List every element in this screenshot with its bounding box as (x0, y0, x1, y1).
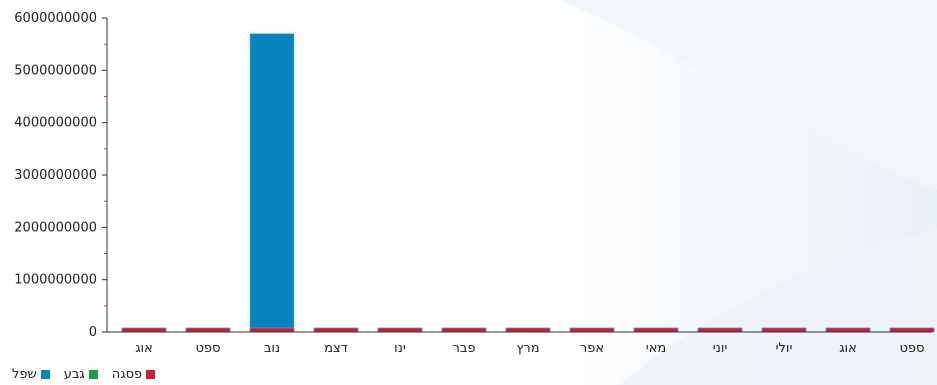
legend-label: פסגה (111, 366, 143, 382)
bar (185, 327, 231, 333)
x-tick-label: אוג (839, 341, 857, 356)
bar (249, 33, 295, 333)
legend-item-series-1[interactable]: גבע (64, 367, 98, 382)
legend: שפל גבע פסגה (12, 364, 156, 384)
bar (889, 327, 935, 333)
legend-label: גבע (63, 366, 85, 382)
bar (697, 327, 743, 333)
bar (121, 327, 167, 333)
y-tick-label: 1000000000 (14, 273, 97, 288)
bar (377, 327, 423, 333)
legend-swatch-blue (40, 369, 50, 379)
bar (249, 327, 295, 333)
bar (569, 327, 615, 333)
bar (633, 327, 679, 333)
x-tick-label: יולי (776, 341, 793, 356)
x-tick-label: אפר (580, 341, 604, 356)
x-tick-label: ספט (900, 341, 925, 356)
legend-label: שפל (12, 366, 37, 382)
x-tick-label: פבר (453, 341, 476, 356)
x-axis: אוג ספט נוב דצמ ינו פבר מרץ אפר מאי יוני יולי אוג ספ… (107, 331, 932, 356)
x-tick-label: אוג (135, 341, 153, 356)
x-tick-label: יוני (713, 341, 728, 356)
y-tick-label: 5000000000 (14, 63, 97, 78)
bar (313, 327, 359, 333)
y-tick-label: 4000000000 (14, 116, 97, 131)
legend-item-series-0[interactable]: שפל (12, 367, 50, 382)
bar (761, 327, 807, 333)
y-tick-label: 6000000000 (14, 11, 97, 26)
x-tick-label: נוב (264, 341, 280, 356)
y-tick-label: 2000000000 (14, 220, 97, 235)
legend-swatch-green (88, 369, 98, 379)
bar (505, 327, 551, 333)
x-tick-label: דצמ (324, 341, 348, 356)
y-axis: 0 1000000000 2000000000 3000000000 400000000… (14, 11, 108, 340)
legend-item-series-2[interactable]: פסגה (111, 366, 156, 382)
legend-swatch-red (146, 369, 156, 379)
bar (441, 327, 487, 333)
x-tick-label: ינו (394, 341, 406, 356)
x-tick-label: מאי (646, 341, 666, 356)
x-tick-label: ספט (196, 341, 221, 356)
x-tick-label: מרץ (516, 341, 539, 356)
y-tick-label: 3000000000 (14, 168, 97, 183)
bar (825, 327, 871, 333)
bar-series (121, 33, 935, 333)
y-tick-label: 0 (89, 325, 97, 340)
